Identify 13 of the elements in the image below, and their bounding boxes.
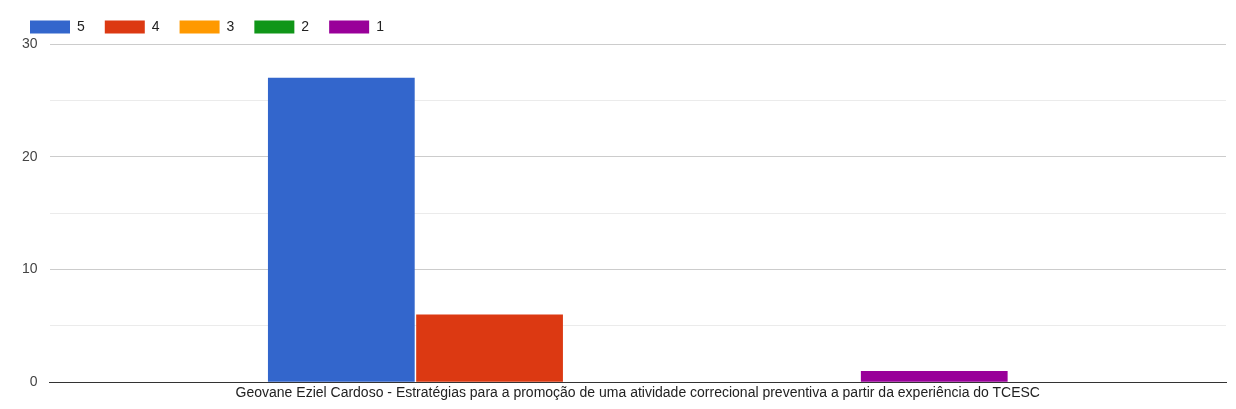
bar — [267, 77, 415, 382]
legend-label: 2 — [301, 17, 310, 34]
x-tick-label: Geovane Eziel Cardoso - Estratégias para a promoção de uma atividade correcional preventiva a partir da experiência do TCESC — [235, 384, 1040, 401]
bar — [860, 370, 1008, 382]
legend-label: 4 — [151, 17, 160, 34]
legend-label: 5 — [77, 17, 85, 34]
y-tick-label: 30 — [21, 34, 38, 51]
y-tick-label: 0 — [29, 373, 38, 390]
y-tick-label: 20 — [21, 147, 38, 164]
legend-label: 3 — [226, 17, 235, 34]
bar — [416, 314, 563, 382]
legend-label: 1 — [376, 17, 385, 34]
y-tick-label: 10 — [21, 260, 38, 277]
